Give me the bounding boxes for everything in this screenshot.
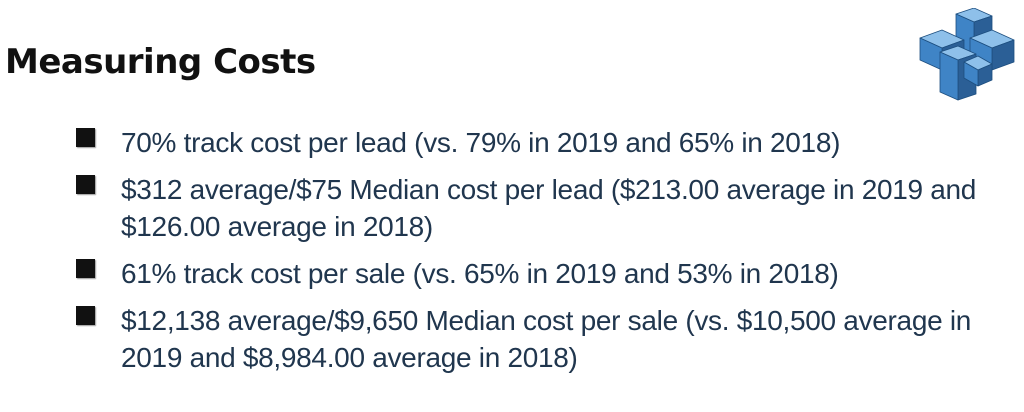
list-item: 70% track cost per lead (vs. 79% in 2019…: [76, 124, 1021, 161]
square-bullet-icon: [76, 175, 95, 194]
list-item: $12,138 average/$9,650 Median cost per s…: [76, 302, 1021, 376]
square-bullet-icon: [76, 259, 95, 278]
bullet-text: $12,138 average/$9,650 Median cost per s…: [121, 305, 972, 373]
bullet-text: $312 average/$75 Median cost per lead ($…: [121, 174, 977, 242]
bullet-list: 70% track cost per lead (vs. 79% in 2019…: [76, 124, 1021, 386]
slide-title: Measuring Costs: [5, 42, 316, 82]
list-item: 61% track cost per sale (vs. 65% in 2019…: [76, 255, 1021, 292]
list-item: $312 average/$75 Median cost per lead ($…: [76, 171, 1021, 245]
bullet-text: 70% track cost per lead (vs. 79% in 2019…: [121, 127, 841, 158]
square-bullet-icon: [76, 306, 95, 325]
square-bullet-icon: [76, 128, 95, 147]
interlocking-cubes-logo-icon: [919, 8, 1015, 101]
bullet-text: 61% track cost per sale (vs. 65% in 2019…: [121, 258, 839, 289]
